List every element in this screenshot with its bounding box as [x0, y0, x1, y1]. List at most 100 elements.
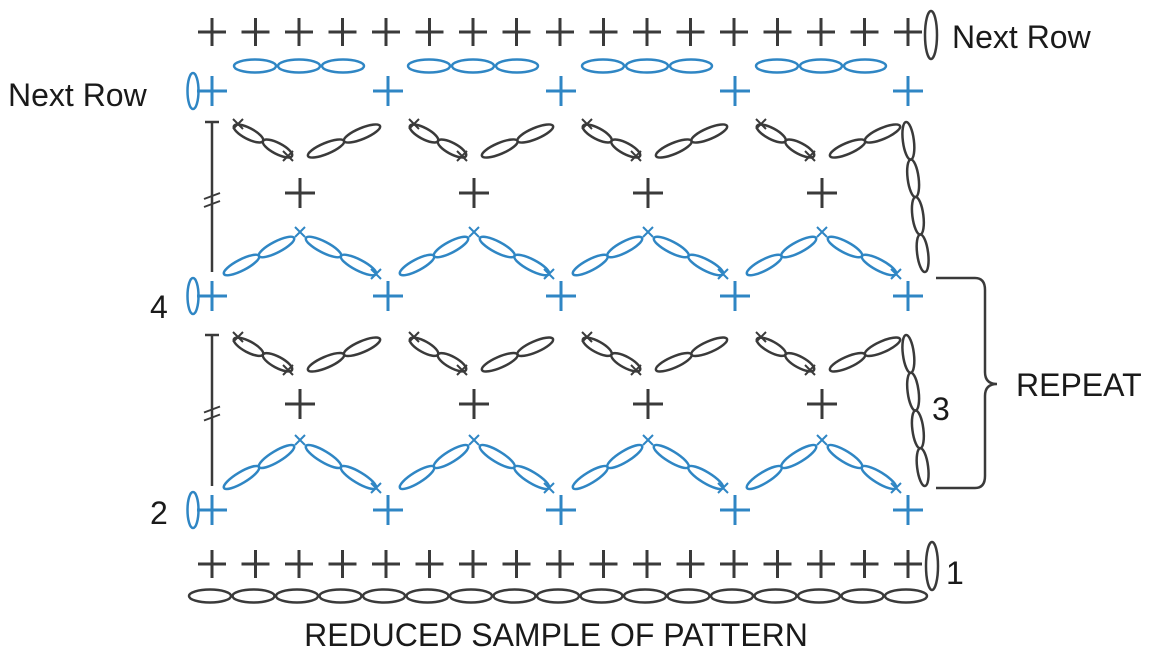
single-crochet-symbol [415, 18, 444, 46]
chain-loop-symbol [480, 351, 519, 373]
chain-loop-symbol [690, 123, 729, 144]
single-crochet-symbol [720, 281, 750, 311]
foundation-chain-symbol [796, 588, 842, 604]
single-crochet-symbol [893, 495, 923, 525]
break-mark [203, 405, 221, 422]
single-crochet-symbol [894, 18, 922, 46]
chain-loop-symbol [826, 235, 864, 259]
slip-mark-symbol [717, 268, 729, 280]
break-mark [203, 192, 221, 208]
chain-loop-symbol [915, 446, 930, 488]
chain-loop-symbol [342, 336, 382, 358]
slip-mark-symbol [581, 118, 593, 130]
chain-stitch-symbol [580, 58, 626, 74]
chain-loop-symbol [780, 235, 818, 259]
chain-loop-symbol [901, 120, 916, 161]
single-crochet-symbol [633, 389, 663, 419]
chain-loop-symbol [784, 351, 816, 373]
single-crochet-symbol [850, 550, 879, 578]
single-crochet-symbol [763, 550, 792, 578]
chain-loop-symbol [860, 464, 898, 491]
foundation-chain-symbol [318, 588, 363, 604]
single-crochet-symbol [372, 550, 400, 578]
chain-stitch-symbol [320, 58, 366, 74]
foundation-chain-symbol [709, 588, 755, 604]
slip-mark-symbol [543, 268, 555, 280]
chain-loop-symbol [513, 464, 551, 491]
slip-mark-symbol [890, 268, 902, 280]
single-crochet-symbol [807, 389, 837, 419]
foundation-chain-symbol [883, 588, 929, 604]
chain-stitch-symbol [842, 58, 888, 74]
single-crochet-symbol [807, 18, 835, 46]
foundation-chain-symbol [492, 588, 537, 604]
foundation-chain-symbol [753, 588, 798, 604]
chain-loop-symbol [304, 443, 343, 470]
single-crochet-symbol [285, 18, 313, 46]
slip-mark-symbol [468, 434, 480, 446]
single-crochet-symbol [546, 550, 574, 578]
single-crochet-symbol [589, 18, 618, 46]
chain-loop-symbol [480, 138, 519, 159]
chain-loop-symbol [910, 195, 926, 236]
chain-loop-symbol [516, 123, 555, 144]
single-crochet-symbol [546, 281, 576, 311]
slip-mark-symbol [232, 331, 244, 343]
foundation-chain-symbol [405, 588, 450, 604]
turning-chain-symbol [923, 9, 939, 61]
chain-loop-symbol [306, 138, 346, 159]
single-crochet-symbol [807, 550, 835, 578]
single-crochet-symbol [502, 550, 531, 578]
slip-mark-symbol [294, 226, 306, 238]
single-crochet-symbol [285, 389, 315, 419]
single-crochet-symbol [285, 550, 313, 578]
single-crochet-symbol [633, 18, 661, 46]
single-crochet-symbol [197, 281, 227, 311]
single-crochet-symbol [676, 18, 705, 46]
single-crochet-symbol [893, 281, 923, 311]
chain-loop-symbol [654, 351, 693, 373]
foundation-chain-symbol [840, 588, 885, 604]
chain-loop-symbol [571, 464, 609, 491]
chain-loop-symbol [257, 443, 296, 470]
single-crochet-symbol [502, 18, 531, 46]
chain-stitch-symbol [624, 58, 670, 74]
chain-loop-symbol [901, 333, 916, 375]
single-crochet-symbol [459, 18, 487, 46]
single-crochet-symbol [328, 18, 357, 46]
chart-marks [186, 9, 998, 604]
repeat-label: REPEAT [1016, 367, 1142, 403]
turning-chain-symbol [186, 490, 200, 530]
chain-loop-symbol [432, 235, 470, 259]
foundation-chain-symbol [622, 588, 668, 604]
slip-mark-symbol [755, 331, 767, 343]
single-crochet-symbol [372, 18, 400, 46]
chain-loop-symbol [436, 351, 468, 373]
foundation-chain-symbol [361, 588, 407, 604]
chain-loop-symbol [745, 253, 783, 277]
single-crochet-symbol [763, 18, 792, 46]
chain-loop-symbol [222, 253, 261, 277]
single-crochet-symbol [546, 18, 574, 46]
slip-mark-symbol [370, 482, 382, 494]
slip-mark-symbol [804, 150, 816, 162]
repeat-bracket [936, 276, 998, 490]
foundation-chain-symbol [666, 588, 711, 604]
chain-loop-symbol [339, 464, 378, 491]
turning-chain-symbol [186, 276, 200, 316]
single-crochet-symbol [720, 550, 748, 578]
slip-mark-symbol [642, 434, 654, 446]
next-row-label-left: Next Row [8, 77, 148, 113]
chain-loop-symbol [687, 253, 725, 277]
single-crochet-symbol [459, 389, 489, 419]
slip-mark-symbol [456, 364, 468, 376]
chain-loop-symbol [652, 443, 690, 470]
chain-loop-symbol [780, 443, 818, 470]
single-crochet-symbol [850, 18, 879, 46]
chain-loop-symbol [513, 253, 551, 277]
single-crochet-symbol [633, 550, 661, 578]
chain-stitch-symbol [798, 58, 844, 74]
single-crochet-symbol [373, 495, 403, 525]
slip-mark-symbol [642, 226, 654, 238]
row-1-label: 1 [946, 555, 964, 591]
